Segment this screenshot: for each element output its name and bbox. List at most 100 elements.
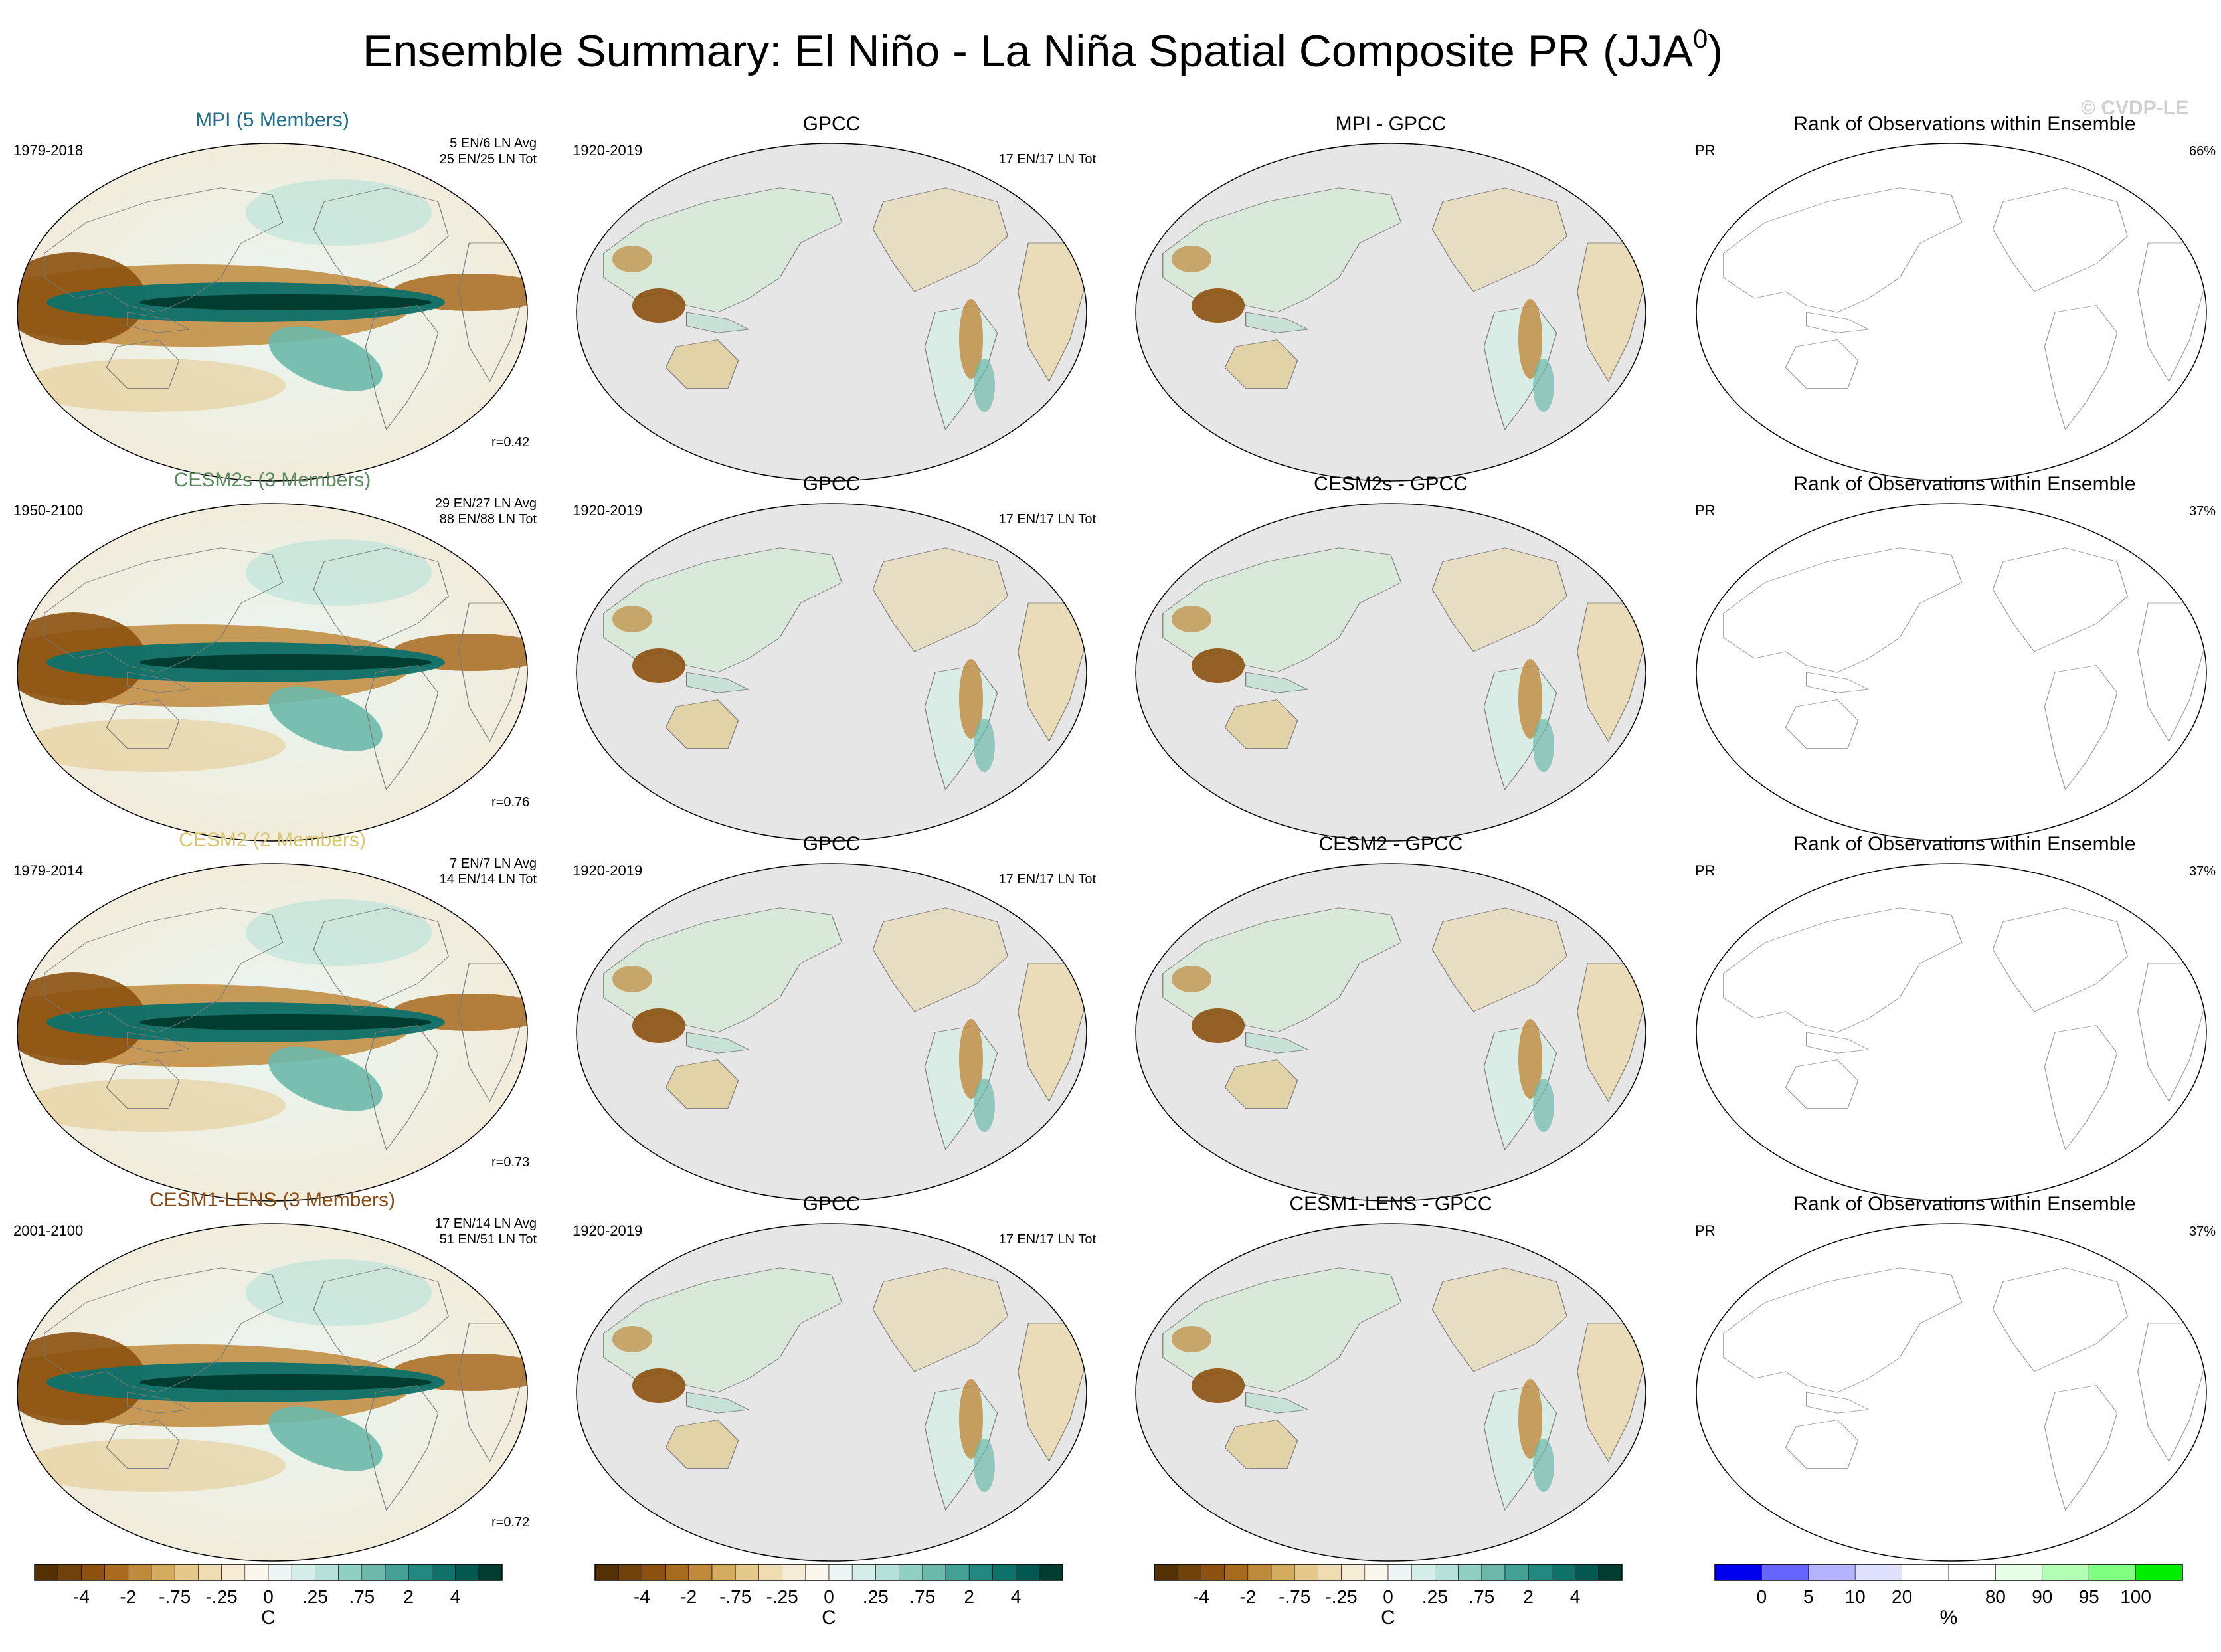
colorbar-tick-label: -.25 xyxy=(1325,1586,1357,1607)
obs-tot-count: 17 EN/17 LN Tot xyxy=(999,1232,1097,1247)
colorbar-swatch xyxy=(1318,1564,1341,1580)
wet-core xyxy=(139,1014,432,1030)
wet-core xyxy=(139,654,432,670)
colorbar-swatch xyxy=(408,1564,432,1580)
pattern-correlation: r=0.73 xyxy=(491,1155,529,1170)
dry-anomaly-maritime xyxy=(1192,288,1245,323)
colorbar-swatch xyxy=(175,1564,198,1580)
colorbar-tick-label: 4 xyxy=(1570,1586,1581,1607)
avg-count: 17 EN/14 LN Avg xyxy=(435,1216,537,1231)
rank-variable: PR xyxy=(1695,502,1716,519)
dry-anomaly-india xyxy=(612,966,652,992)
colorbar-tick-label: .25 xyxy=(302,1586,328,1607)
dry-anomaly-maritime xyxy=(632,648,685,683)
colorbar-swatch xyxy=(1505,1564,1528,1580)
colorbar-swatch xyxy=(689,1564,712,1580)
map-panel-r2-c1: CESM2s (3 Members) 1950-2100 29 EN/27 LN A… xyxy=(0,469,551,845)
rank-variable: PR xyxy=(1695,1222,1716,1239)
colorbar-tick-label: -.25 xyxy=(205,1586,237,1607)
colorbar-swatch xyxy=(362,1564,385,1580)
colorbar-tick-label: 2 xyxy=(1523,1586,1534,1607)
colorbar-swatch xyxy=(315,1564,338,1580)
colorbar-tick-label: -.25 xyxy=(766,1586,798,1607)
map-body xyxy=(1132,500,1650,845)
model-title: CESM2s (3 Members) xyxy=(174,469,371,491)
colorbar-tick-label: -.75 xyxy=(159,1586,191,1607)
colorbar-tick-label: .25 xyxy=(863,1586,889,1607)
dry-anomaly-india xyxy=(1172,606,1211,632)
colorbar-swatch xyxy=(595,1564,618,1580)
colorbar-swatch xyxy=(1016,1564,1039,1580)
wet-anomaly-south-america xyxy=(1533,1079,1554,1132)
map-body xyxy=(0,500,551,845)
map-body xyxy=(1692,860,2210,1205)
pattern-correlation: r=0.42 xyxy=(491,435,529,450)
wet-north-pacific xyxy=(246,539,432,606)
obs-period: 1920-2019 xyxy=(573,502,642,519)
colorbar-swatch xyxy=(1201,1564,1224,1580)
colorbar-tick-label: -2 xyxy=(680,1586,697,1607)
tot-count: 25 EN/25 LN Tot xyxy=(440,152,537,167)
map-background xyxy=(1692,139,2210,485)
colorbar-swatch xyxy=(875,1564,899,1580)
model-title: MPI (5 Members) xyxy=(195,109,349,131)
map-background xyxy=(1692,1220,2210,1565)
colorbar-swatch xyxy=(479,1564,502,1580)
difference-title: CESM2 - GPCC xyxy=(1319,833,1463,855)
colorbar-swatch xyxy=(992,1564,1016,1580)
colorbar-tick-label: 2 xyxy=(964,1586,974,1607)
colorbar-swatch xyxy=(81,1564,104,1580)
dry-anomaly-maritime xyxy=(632,288,685,323)
colorbar-swatch xyxy=(782,1564,806,1580)
colorbar-swatch xyxy=(1388,1564,1411,1580)
avg-count: 29 EN/27 LN Avg xyxy=(435,496,537,511)
difference-title: MPI - GPCC xyxy=(1336,113,1447,135)
colorbar-tick-label: 4 xyxy=(1011,1586,1022,1607)
colorbar-swatch xyxy=(1154,1564,1178,1580)
colorbar-tick-label: 0 xyxy=(1757,1586,1767,1607)
map-panel-r4-c3: CESM1-LENS - GPCC xyxy=(1132,1193,1650,1565)
map-body xyxy=(1132,860,1650,1205)
map-background xyxy=(1692,500,2210,845)
wet-north-pacific xyxy=(246,1259,432,1326)
wet-anomaly-south-america xyxy=(974,1439,995,1492)
map-panel-r3-c3: CESM2 - GPCC xyxy=(1132,833,1650,1205)
rank-title: Rank of Observations within Ensemble xyxy=(1793,1193,2135,1215)
colorbar-tick-label: 100 xyxy=(2120,1586,2151,1607)
rank-title: Rank of Observations within Ensemble xyxy=(1793,113,2135,135)
map-body xyxy=(0,1220,551,1565)
colorbar-swatch xyxy=(1459,1564,1482,1580)
colorbar-tick-label: 95 xyxy=(2079,1586,2099,1607)
dry-anomaly-maritime xyxy=(632,1008,685,1043)
wet-anomaly-south-america xyxy=(974,719,995,772)
avg-count: 5 EN/6 LN Avg xyxy=(450,136,537,151)
map-background xyxy=(1692,860,2210,1205)
map-panel-r1-c3: MPI - GPCC xyxy=(1132,113,1650,485)
dry-anomaly-india xyxy=(1172,966,1211,992)
obs-title: GPCC xyxy=(803,473,861,495)
colorbar-swatch xyxy=(1809,1564,1855,1580)
map-body xyxy=(573,139,1091,485)
colorbar-swatch xyxy=(2136,1564,2182,1580)
period-label: 1950-2100 xyxy=(13,502,83,519)
colorbar-tick-label: 5 xyxy=(1803,1586,1814,1607)
map-body xyxy=(1132,139,1650,485)
colorbar-swatch xyxy=(1855,1564,1902,1580)
obs-title: GPCC xyxy=(803,113,861,135)
map-body xyxy=(0,860,551,1205)
colorbar-swatch xyxy=(339,1564,362,1580)
colorbar-tick-label: .75 xyxy=(909,1586,935,1607)
colorbar-swatch xyxy=(1715,1564,1761,1580)
colorbar-tick-label: .25 xyxy=(1422,1586,1448,1607)
colorbar-swatch xyxy=(852,1564,875,1580)
wet-core xyxy=(139,1374,432,1390)
dry-anomaly-india xyxy=(1172,246,1211,272)
colorbar-swatch xyxy=(2042,1564,2089,1580)
tot-count: 14 EN/14 LN Tot xyxy=(440,872,537,887)
